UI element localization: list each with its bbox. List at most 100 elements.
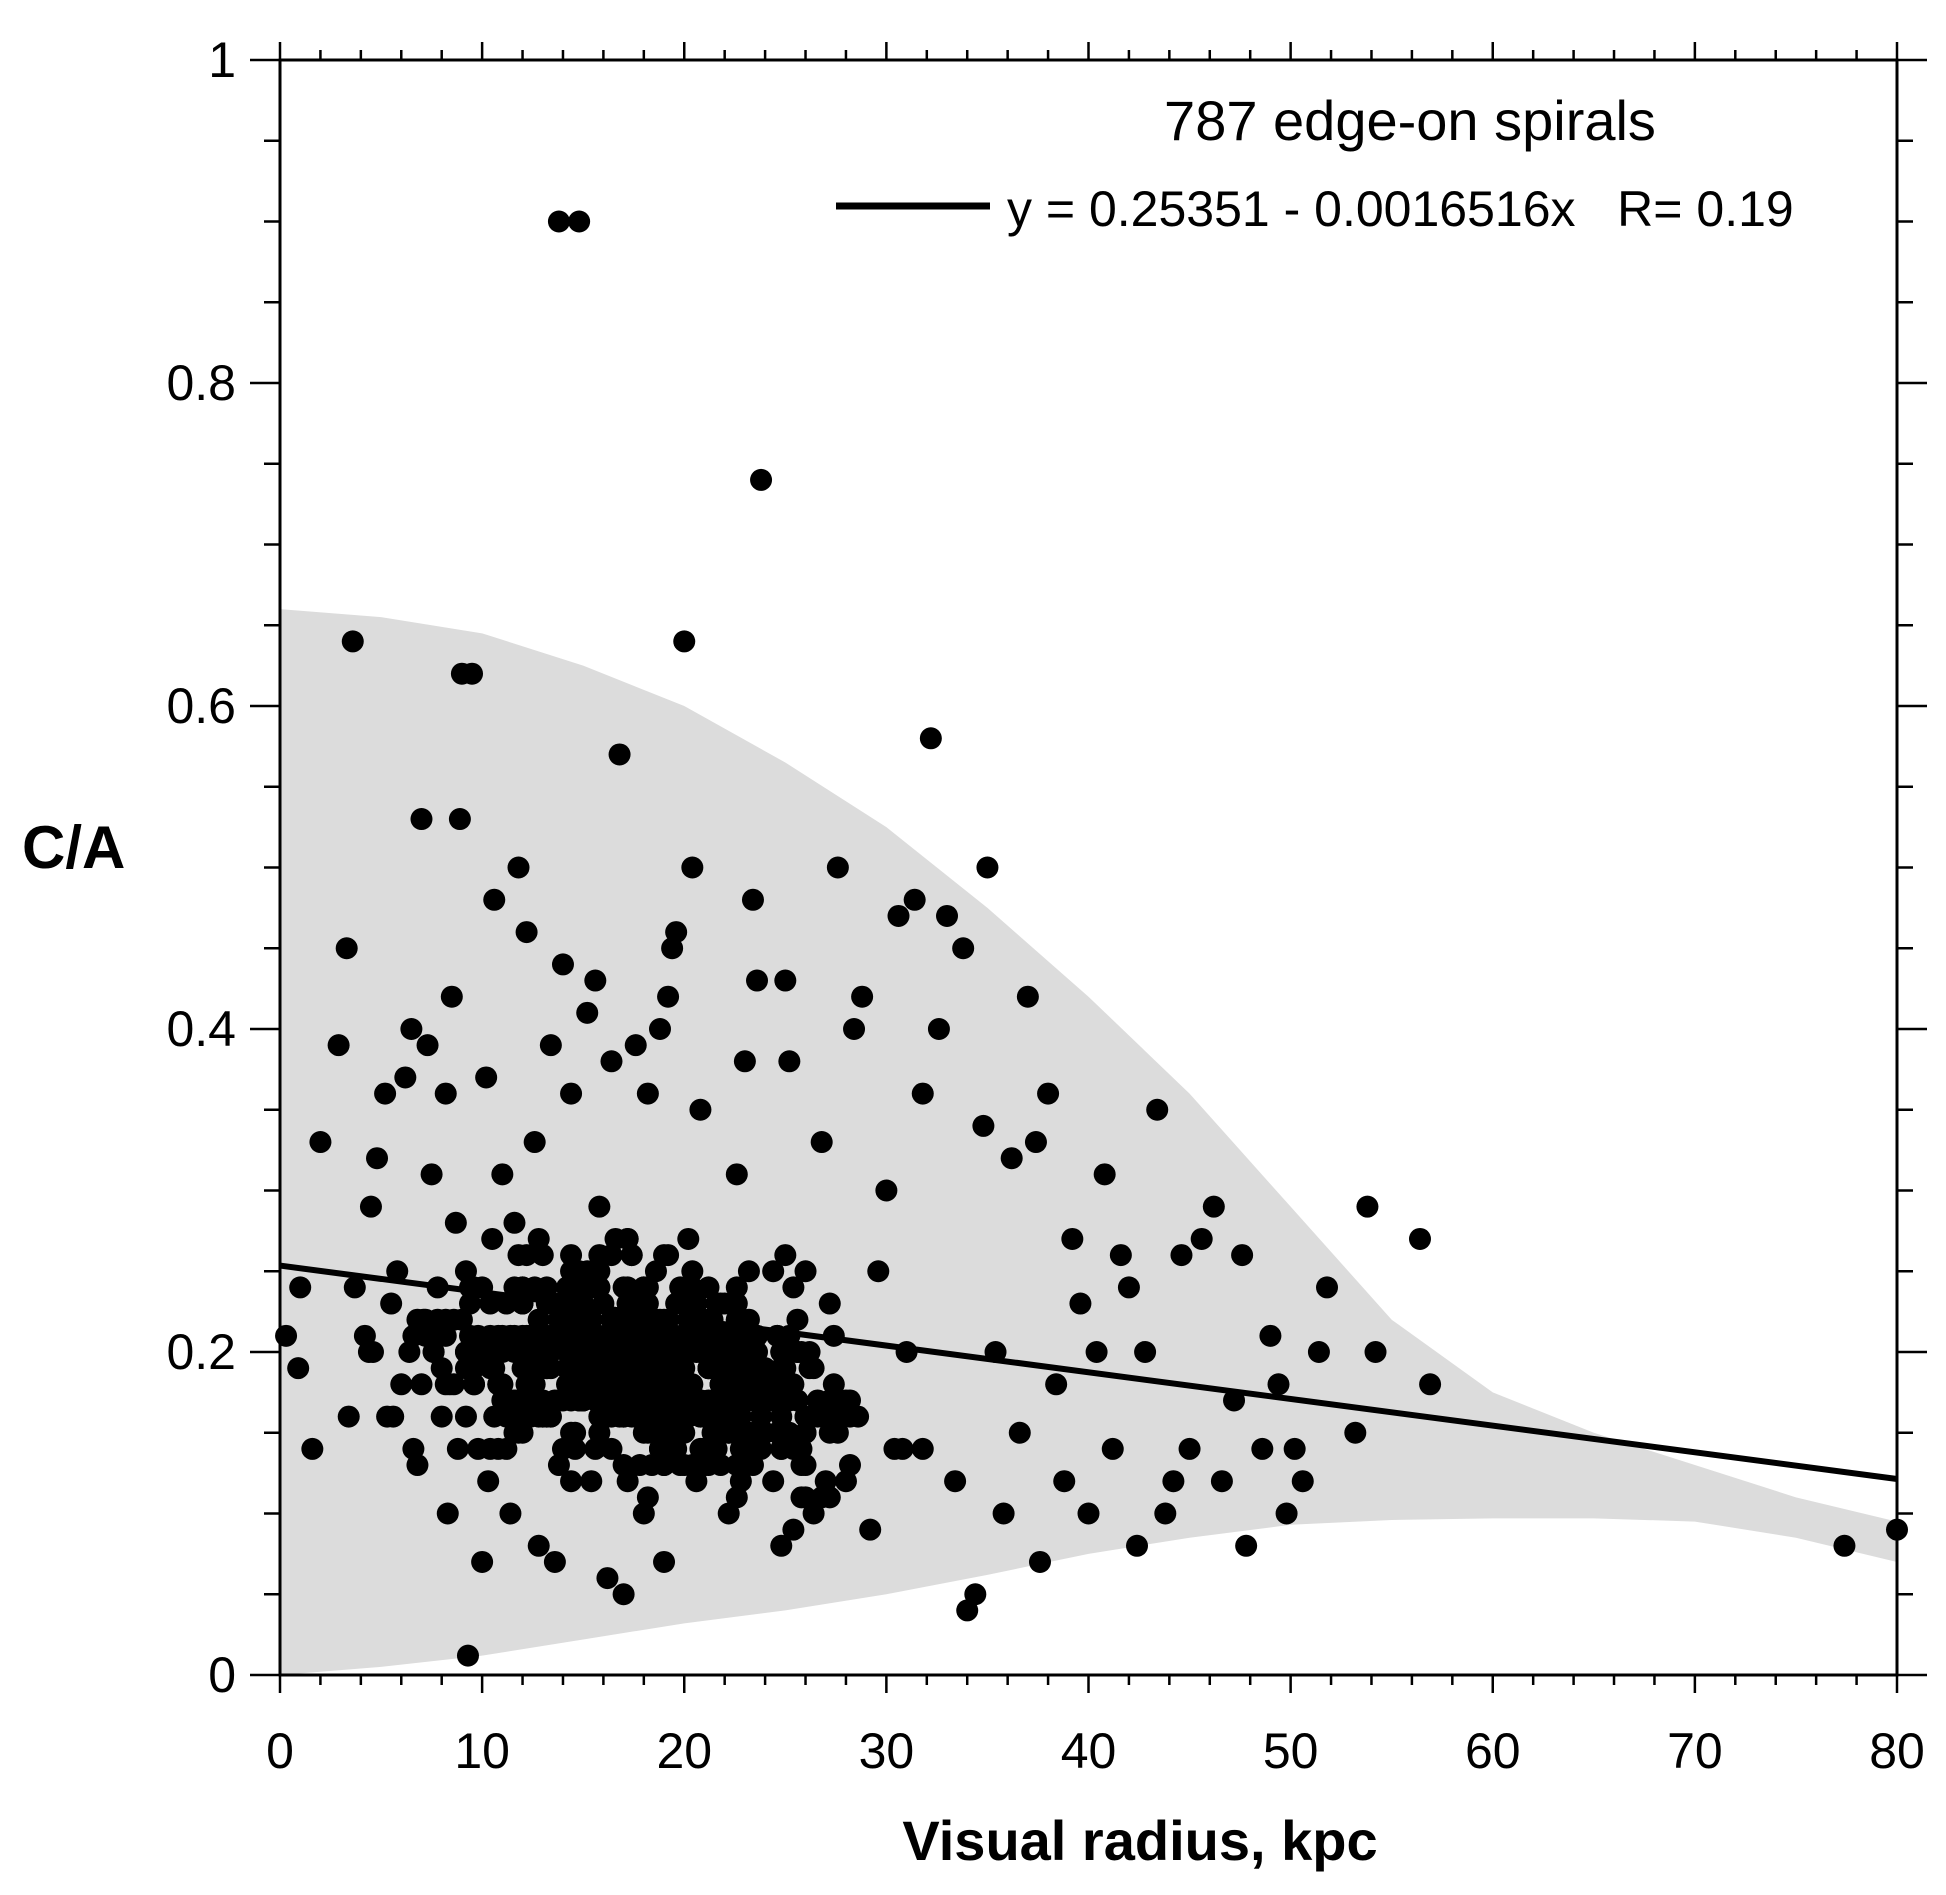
data-point — [818, 1292, 841, 1315]
data-point — [547, 210, 570, 233]
data-point — [539, 1034, 562, 1057]
data-point — [681, 1389, 704, 1412]
data-point — [847, 1405, 870, 1428]
data-point — [1109, 1244, 1132, 1267]
y-tick-label: 1 — [208, 32, 236, 88]
x-tick-label: 40 — [1061, 1723, 1117, 1779]
data-point — [584, 1437, 607, 1460]
data-point — [394, 1066, 417, 1089]
data-point — [515, 921, 538, 944]
x-tick-label: 60 — [1465, 1723, 1521, 1779]
data-point — [1016, 985, 1039, 1008]
data-point — [826, 856, 849, 879]
tick-labels: 0 10 20 30 40 50 60 70 80 0 0.2 0.4 0.6 0.8 1 — [166, 32, 1924, 1779]
data-point — [434, 1373, 457, 1396]
data-point — [382, 1405, 405, 1428]
data-point — [1069, 1292, 1092, 1315]
axis-ticks — [250, 42, 1927, 1693]
data-point — [301, 1437, 324, 1460]
data-point — [564, 1437, 587, 1460]
data-point — [1190, 1227, 1213, 1250]
data-point — [798, 1357, 821, 1380]
data-point — [456, 1644, 479, 1667]
data-point — [976, 856, 999, 879]
data-point — [454, 1405, 477, 1428]
x-tick-label: 50 — [1263, 1723, 1319, 1779]
data-point — [774, 969, 797, 992]
data-point — [576, 1324, 599, 1347]
data-point — [834, 1470, 857, 1493]
data-point — [737, 1260, 760, 1283]
data-point — [673, 630, 696, 653]
data-point — [689, 1098, 712, 1121]
x-tick-label: 0 — [266, 1723, 294, 1779]
data-point — [705, 1405, 728, 1428]
data-point — [843, 1018, 866, 1040]
data-point — [733, 1050, 756, 1073]
regression-fit — [279, 1262, 1898, 1482]
data-point — [624, 1341, 647, 1363]
data-point — [1170, 1244, 1193, 1267]
data-point — [543, 1550, 566, 1573]
data-point — [669, 1373, 692, 1396]
data-point — [717, 1421, 740, 1444]
data-point — [539, 1405, 562, 1428]
data-point — [444, 1211, 467, 1234]
data-point — [822, 1405, 845, 1428]
data-point — [1419, 1373, 1442, 1396]
data-point — [665, 1405, 688, 1428]
data-point — [636, 1082, 659, 1105]
data-point — [1053, 1470, 1076, 1493]
data-point — [416, 1034, 439, 1057]
data-point — [628, 1454, 651, 1477]
data-point — [1101, 1437, 1124, 1460]
data-point — [774, 1244, 797, 1267]
data-point — [875, 1179, 898, 1202]
data-point — [608, 1389, 631, 1412]
data-point — [903, 888, 926, 911]
data-point — [458, 1324, 481, 1347]
data-point — [1037, 1082, 1060, 1105]
data-point — [535, 1324, 558, 1347]
data-point — [426, 1308, 449, 1331]
data-point — [410, 1373, 433, 1396]
data-point — [859, 1518, 882, 1541]
data-point — [944, 1470, 967, 1493]
data-point — [911, 1437, 934, 1460]
data-point — [535, 1276, 558, 1299]
data-point — [374, 1082, 397, 1105]
data-point — [487, 1324, 510, 1347]
y-tick-label: 0.4 — [166, 1001, 236, 1057]
data-point — [782, 1518, 805, 1541]
data-point — [503, 1389, 526, 1412]
y-axis-title: C/A — [22, 814, 125, 881]
data-point — [576, 1001, 599, 1024]
data-point — [491, 1163, 514, 1186]
data-point — [596, 1341, 619, 1363]
data-point — [406, 1308, 429, 1331]
chart-title: 787 edge-on spirals — [1164, 89, 1656, 152]
data-point — [709, 1454, 732, 1477]
data-point — [1000, 1147, 1023, 1170]
data-point — [608, 743, 631, 766]
data-point — [754, 1389, 777, 1412]
data-point — [461, 662, 484, 685]
data-point — [588, 1389, 611, 1412]
data-point — [275, 1324, 298, 1347]
data-point — [608, 1324, 631, 1347]
data-point — [366, 1147, 389, 1170]
data-point — [725, 1292, 748, 1315]
data-point — [867, 1260, 890, 1283]
data-point — [750, 468, 773, 491]
data-point — [1344, 1421, 1367, 1444]
data-point — [648, 1437, 671, 1460]
data-point — [725, 1163, 748, 1186]
data-point — [1231, 1244, 1254, 1267]
data-point — [434, 1082, 457, 1105]
data-point — [1093, 1163, 1116, 1186]
data-point — [790, 1486, 813, 1509]
data-point — [491, 1373, 514, 1396]
data-point — [386, 1260, 409, 1283]
data-point — [1085, 1341, 1108, 1363]
